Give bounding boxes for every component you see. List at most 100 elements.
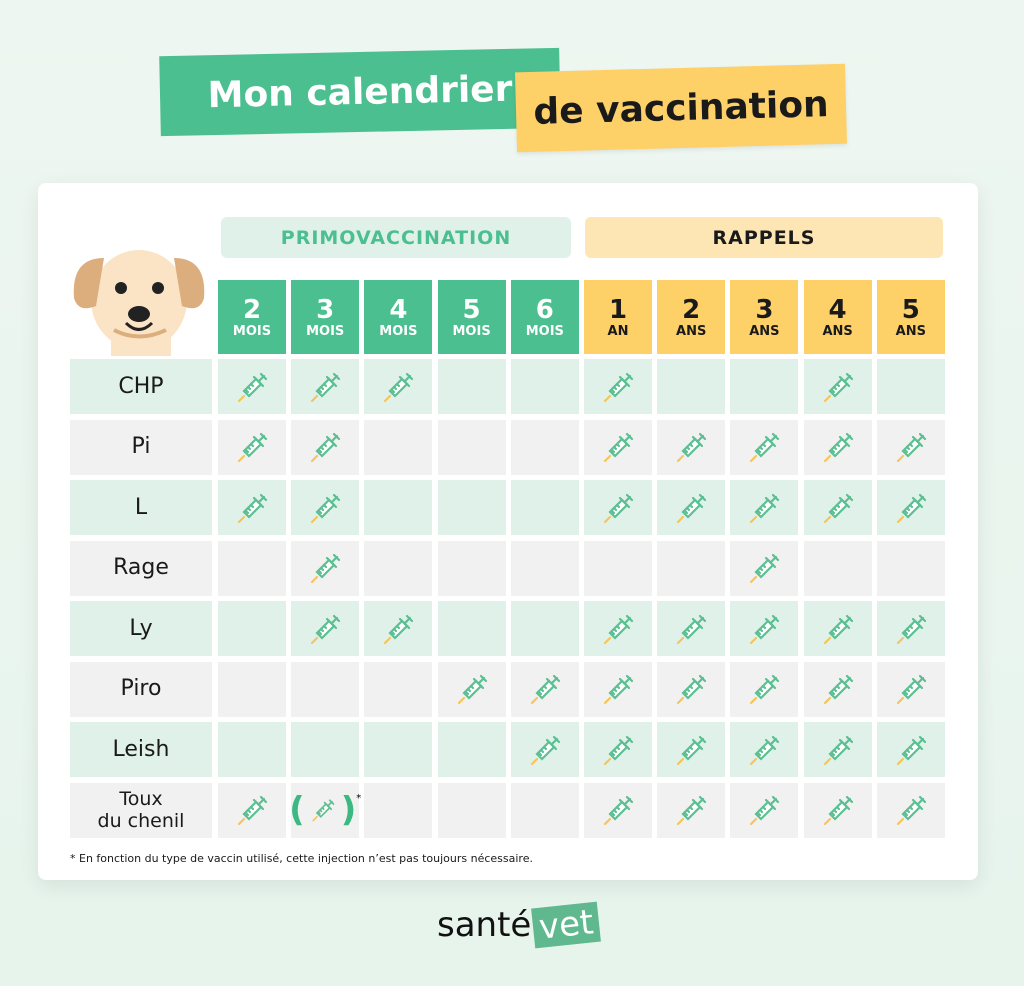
table-cell [584,782,652,838]
syringe-icon [530,735,560,765]
column-header: 5 ANS [876,280,945,354]
column-header: 5 MOIS [437,280,506,354]
table-cell [437,601,506,656]
table-cell [584,722,652,777]
table-cell [510,601,579,656]
table-cell [364,419,433,475]
santevet-logo: santé vet [437,901,602,949]
table-cell [437,359,506,414]
table-cell [291,722,360,777]
syringe-icon [603,795,634,826]
column-header: 1 AN [584,280,652,354]
row-label: Pi [70,419,212,475]
table-cell [803,601,872,656]
syringe-icon [311,372,341,402]
table-cell [876,601,945,656]
syringe-icon [750,553,780,584]
syringe-icon [896,674,926,705]
paren-open: ( [289,790,305,830]
syringe-icon [896,614,926,644]
footnote: * En fonction du type de vaccin utilisé,… [70,852,533,865]
syringe-icon [677,493,707,523]
table-cell [876,722,945,777]
row-label: L [70,480,212,535]
table-cell [730,540,799,596]
table-cell [218,782,286,838]
table-cell [657,782,726,838]
row-label: Rage [70,540,212,596]
table-cell [657,661,726,717]
table-cell [657,601,726,656]
table-cell [730,722,799,777]
table-cell [657,540,726,596]
table-cell [510,480,579,535]
syringe-icon [530,674,560,705]
syringe-icon [750,674,780,705]
table-cell: () * [289,782,361,838]
syringe-icon [823,493,853,523]
table-cell [730,782,799,838]
table-cell [730,601,799,656]
table-cell [657,419,726,475]
table-cell [218,419,286,475]
syringe-icon [677,735,707,765]
table-cell [876,540,945,596]
table-cell [510,419,579,475]
row-label: Ly [70,601,212,656]
syringe-icon [457,674,487,705]
row-label: Toux du chenil [70,782,212,838]
table-cell [803,480,872,535]
table-cell [291,540,360,596]
table-cell [364,661,433,717]
table-cell [291,359,360,414]
table-cell [584,661,652,717]
table-cell [364,782,433,838]
table-cell [437,661,506,717]
table-cell [437,722,506,777]
syringe-icon [237,795,268,826]
table-cell [291,480,360,535]
syringe-icon [237,372,268,402]
syringe-icon [750,735,780,765]
column-header: 3 MOIS [291,280,360,354]
table-cell [803,782,872,838]
table-cell [218,661,286,717]
table-cell [876,480,945,535]
syringe-icon [603,372,634,402]
syringe-icon [311,432,341,463]
table-cell [364,480,433,535]
syringe-icon [311,553,341,584]
syringe-icon [896,432,926,463]
syringe-icon [823,614,853,644]
table-cell [437,480,506,535]
section-rappels: RAPPELS [585,217,943,258]
table-cell [437,782,506,838]
syringe-icon [677,674,707,705]
column-header: 6 MOIS [510,280,579,354]
table-cell [803,419,872,475]
syringe-icon [823,735,853,765]
table-cell [364,722,433,777]
table-cell [803,540,872,596]
table-cell [218,480,286,535]
column-header: 4 ANS [803,280,872,354]
syringe-icon [823,795,853,826]
dog-icon [73,250,205,356]
table-cell [364,540,433,596]
column-header: 4 MOIS [364,280,433,354]
table-cell [876,419,945,475]
row-label: Piro [70,661,212,717]
title-line1: Mon calendrier [159,47,561,137]
syringe-icon [750,432,780,463]
table-cell [218,359,286,414]
syringe-icon [823,674,853,705]
syringe-icon [603,614,634,644]
syringe-icon [823,432,853,463]
syringe-icon [603,674,634,705]
syringe-icon [750,614,780,644]
table-cell [730,359,799,414]
table-cell [437,419,506,475]
table-cell [510,540,579,596]
syringe-icon [603,493,634,523]
column-header: 2 MOIS [218,280,286,354]
